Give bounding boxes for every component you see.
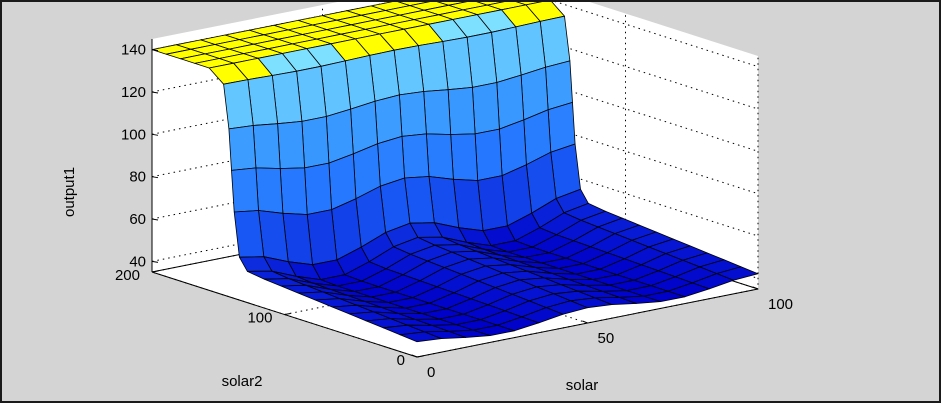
z-tick-mark xyxy=(151,133,159,136)
z-tick-label: 80 xyxy=(129,169,146,186)
surface-patch xyxy=(425,133,454,180)
y-tick-label: 200 xyxy=(115,267,140,284)
z-axis-label: output1 xyxy=(61,167,78,217)
surface-patch xyxy=(423,89,452,135)
x-tick-label: 100 xyxy=(768,296,793,313)
surface-patch xyxy=(474,128,503,181)
surface-patch xyxy=(515,2,543,6)
z-tick-mark xyxy=(151,91,159,94)
surface-patch xyxy=(374,94,403,145)
z-tick-label: 40 xyxy=(129,253,146,270)
surface-patch xyxy=(279,167,308,215)
y-tick-label: 100 xyxy=(247,310,272,327)
x-tick-mark xyxy=(582,320,588,324)
surface-patch xyxy=(255,167,284,214)
surface-patch xyxy=(471,82,500,135)
surface-patch xyxy=(223,79,254,130)
surface-patch xyxy=(233,210,265,258)
z-tick-label: 100 xyxy=(121,126,146,143)
y-tick-mark xyxy=(284,313,291,315)
surface-patch xyxy=(398,91,427,137)
z-tick-mark xyxy=(151,218,159,221)
z-tick-label: 120 xyxy=(121,84,146,101)
surface-patch xyxy=(450,133,479,181)
z-tick-label: 60 xyxy=(129,211,146,228)
x-axis-label: solar xyxy=(566,377,599,394)
y-tick-label: 0 xyxy=(397,352,405,369)
surface-patch xyxy=(301,116,330,169)
surface-patch xyxy=(228,125,257,171)
surface-patch xyxy=(252,123,281,169)
y-tick-mark xyxy=(151,270,159,273)
surface-patch xyxy=(377,135,406,187)
surface-mesh xyxy=(151,2,759,343)
surface-patch xyxy=(547,102,576,153)
surface-patch xyxy=(304,162,333,215)
x-tick-mark xyxy=(411,354,418,358)
surface-patch xyxy=(545,60,573,111)
surface-patch xyxy=(401,133,430,179)
x-tick-mark xyxy=(752,286,759,290)
x-tick-label: 50 xyxy=(598,330,615,347)
surface-patch xyxy=(231,167,259,213)
z-tick-mark xyxy=(151,49,159,52)
z-tick-mark xyxy=(151,260,159,263)
x-tick-label: 0 xyxy=(427,364,435,381)
y-axis-label: solar2 xyxy=(222,373,263,390)
z-tick-mark xyxy=(151,176,159,179)
z-tick-label: 140 xyxy=(121,42,146,59)
surface-patch xyxy=(277,121,306,169)
surface-patch xyxy=(399,331,442,343)
y-tick-mark xyxy=(416,355,424,358)
surface-patch xyxy=(447,87,476,135)
axes-ticks: 40 60 80 100 120 140 0 100 200 0 50 100 xyxy=(115,42,793,381)
